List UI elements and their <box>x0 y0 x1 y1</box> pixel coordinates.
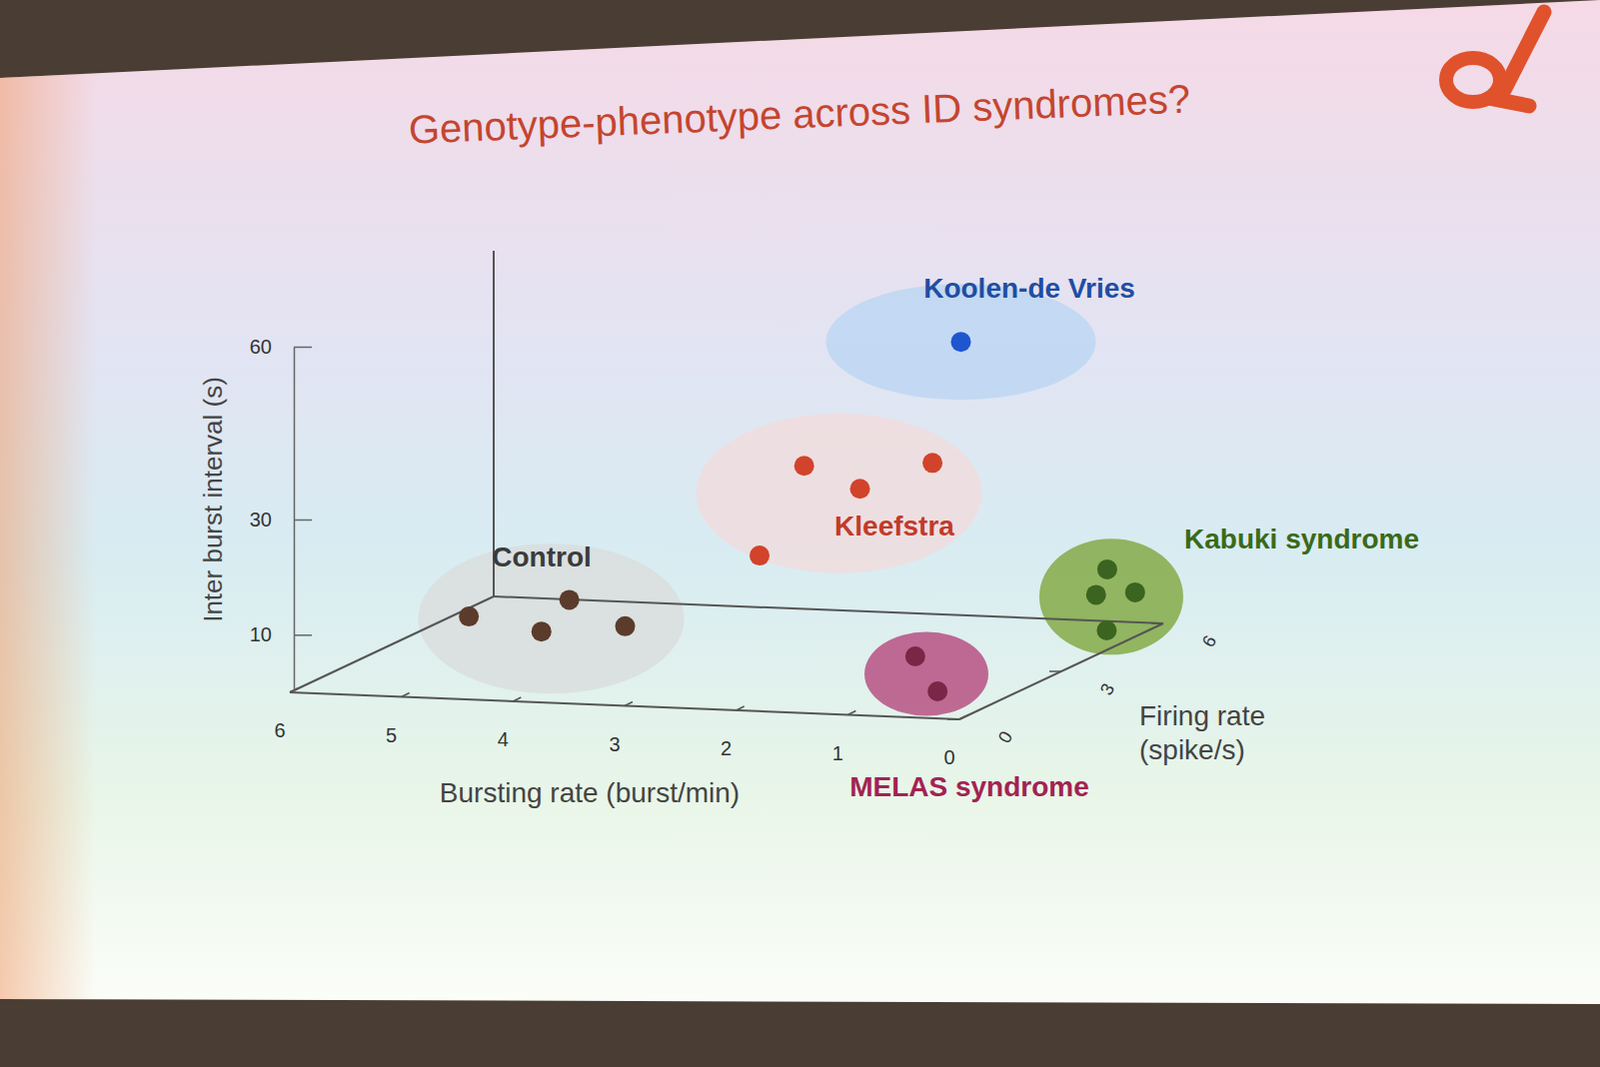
x-tick-label: 0 <box>943 746 955 769</box>
point <box>749 545 770 566</box>
point <box>1097 559 1118 580</box>
point <box>927 681 948 702</box>
back-floor-edge <box>493 596 1164 624</box>
box-edges <box>289 250 1164 693</box>
slide-background <box>0 0 1600 1005</box>
logo-ring <box>1446 57 1501 102</box>
x-tick-label: 3 <box>608 733 620 756</box>
x-tick <box>401 693 410 698</box>
z-axis-line <box>959 623 1164 720</box>
z-tick-label: 0 <box>994 728 1017 748</box>
x-tick <box>512 697 521 702</box>
group-label: Kabuki syndrome <box>1184 523 1420 555</box>
z-tick-label: 6 <box>1198 632 1221 652</box>
point <box>794 455 815 476</box>
point <box>905 646 926 667</box>
group-label: Koolen-de Vries <box>923 272 1136 304</box>
x-tick-label: 5 <box>385 724 397 747</box>
x-tick-label: 6 <box>273 719 285 742</box>
y-tick-label: 60 <box>249 335 272 358</box>
y-tick-label: 10 <box>249 623 272 646</box>
y-tick <box>293 519 312 522</box>
x-axis: 6 5 4 3 2 1 0 <box>273 688 968 769</box>
x-axis-title: Bursting rate (burst/min) <box>439 777 740 809</box>
x-tick-label: 1 <box>832 742 844 765</box>
group-label: MELAS syndrome <box>849 771 1090 803</box>
logo-stroke <box>1499 11 1545 106</box>
group-halos <box>418 283 1184 716</box>
back-left-edge <box>289 596 494 693</box>
z-tick <box>1049 670 1062 673</box>
title: Genotype-phenotype across ID syndromes? <box>407 75 1192 151</box>
y-tick-group: 10 <box>249 623 312 646</box>
point <box>922 452 943 473</box>
x-tick <box>624 702 633 707</box>
z-axis-title-line: (spike/s) <box>1139 734 1246 766</box>
point <box>458 606 479 627</box>
y-tick <box>293 634 312 637</box>
logo <box>1446 11 1545 106</box>
z-tick <box>947 718 960 721</box>
points <box>458 331 1146 702</box>
point <box>1096 620 1117 641</box>
point <box>615 616 636 637</box>
x-tick <box>736 706 745 711</box>
y-tick <box>293 346 312 349</box>
x-tick-label: 4 <box>497 728 509 751</box>
z-tick <box>1151 622 1164 625</box>
group-label: Kleefstra <box>834 510 955 542</box>
point <box>531 621 552 642</box>
x-tick-label: 2 <box>720 737 732 760</box>
point <box>559 589 580 610</box>
x-axis-line <box>289 692 960 720</box>
z-axis-title-line: Firing rate <box>1139 700 1266 732</box>
group-halo <box>696 413 983 574</box>
y-tick-group: 60 <box>249 335 312 358</box>
y-tick-label: 30 <box>249 508 272 531</box>
z-tick-label: 3 <box>1096 680 1119 700</box>
z-axis-title: Firing rate(spike/s) <box>1139 700 1266 766</box>
slide-edge-tint <box>0 0 1600 1005</box>
x-tick <box>847 711 856 716</box>
y-tick-group: 30 <box>249 508 312 531</box>
group-halo <box>1039 538 1184 655</box>
group-label: Control <box>491 541 592 573</box>
point <box>1086 584 1107 605</box>
point <box>951 331 972 352</box>
y-axis: 10 30 60 <box>249 335 312 694</box>
point <box>1125 582 1146 603</box>
point <box>850 478 871 499</box>
chart-root: Genotype-phenotype across ID syndromes? 6… <box>0 0 1600 1067</box>
group-halo <box>864 631 989 716</box>
y-axis-title: Inter burst interval (s) <box>197 376 228 623</box>
